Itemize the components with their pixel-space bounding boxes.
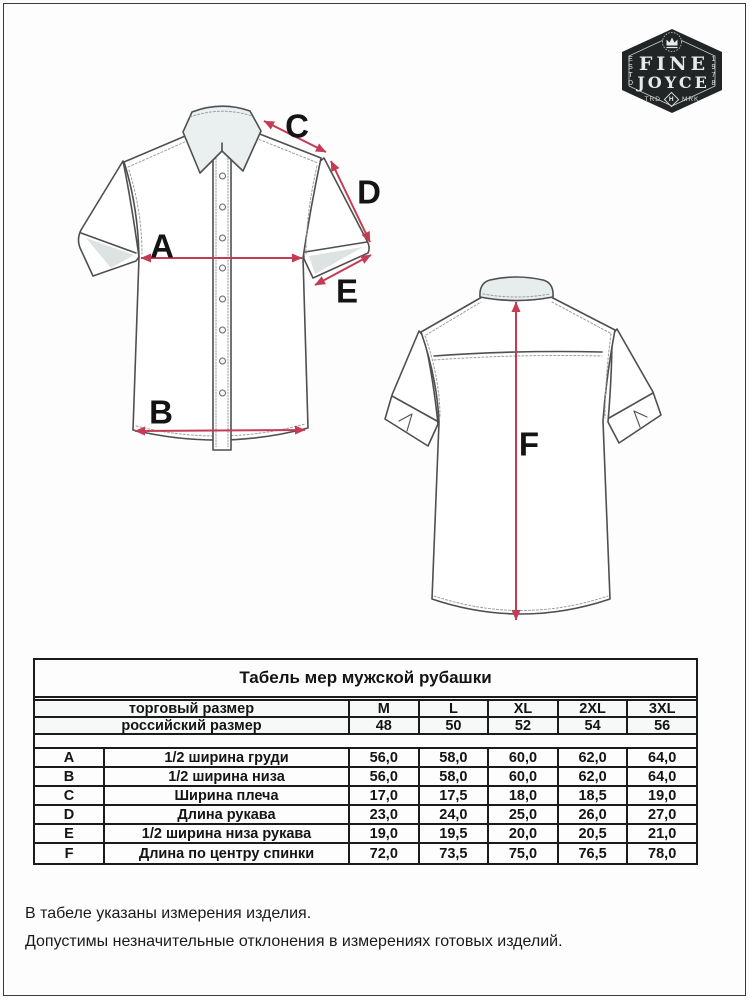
measure-key-cell: A (63, 749, 75, 766)
logo-monogram-letter: H (668, 95, 675, 103)
logo-monogram-diamond: H (663, 91, 680, 108)
footer-note-line2: Допустимы незначительные отклонения в из… (25, 932, 563, 950)
measure-value-cell: 20,5 (556, 825, 627, 842)
logo-trademark-row: TRD H MRK (620, 91, 724, 108)
size-value-cell: 54 (556, 718, 627, 733)
footer-notes: В табеле указаны измерения изделия. Допу… (25, 900, 563, 955)
measure-value-cell: 72,0 (348, 844, 418, 863)
measure-label-c: C (285, 107, 309, 145)
measure-value-cell: 58,0 (417, 768, 488, 785)
measure-value-cell: 20,0 (487, 825, 557, 842)
measure-value-cell: 60,0 (487, 749, 557, 766)
size-row-label: торговый размер (128, 701, 255, 716)
measure-name-cell: Длина по центру спинки (103, 844, 348, 863)
table-measurement-rows: A 1/2 ширина груди 56,0 58,0 60,0 62,0 64,0 B 1/… (35, 749, 696, 863)
measure-name-cell: Длина рукава (103, 806, 348, 823)
measure-value-cell: 26,0 (556, 806, 627, 823)
measure-value-cell: 73,5 (417, 844, 488, 863)
shirt-buttons (219, 172, 226, 397)
table-size-header-rows: торговый размер M L XL 2XL 3XL российский разм… (35, 701, 696, 735)
size-header-row: торговый размер M L XL 2XL 3XL (35, 701, 696, 718)
measurement-row: D Длина рукава 23,0 24,0 25,0 26,0 27,0 (35, 806, 696, 825)
measure-arrow-e (314, 254, 372, 286)
measure-arrow-c (263, 120, 327, 153)
measure-label-a: A (150, 227, 174, 265)
measure-key-cell: C (63, 787, 75, 804)
size-value-cell: 3XL (626, 701, 696, 716)
measure-label-f: F (518, 425, 540, 463)
size-value-cell: M (348, 701, 418, 716)
size-table: Табель мер мужской рубашки торговый разм… (33, 658, 698, 865)
measurement-row: F Длина по центру спинки 72,0 73,5 75,0 76,5 7… (35, 844, 696, 863)
measure-value-cell: 18,5 (556, 787, 627, 804)
measure-value-cell: 56,0 (348, 749, 418, 766)
measure-key-cell: B (63, 768, 75, 785)
shirt-front-drawing (77, 105, 370, 451)
size-value-cell: XL (487, 701, 557, 716)
measure-key-cell: E (64, 825, 74, 842)
measurement-row: C Ширина плеча 17,0 17,5 18,0 18,5 19,0 (35, 787, 696, 806)
measure-key-cell: F (64, 845, 74, 862)
measure-label-e: E (335, 272, 359, 310)
size-value-cell: 56 (626, 718, 696, 733)
size-value-cell: L (417, 701, 488, 716)
measure-arrow-d (330, 160, 371, 243)
measure-name-cell: 1/2 ширина груди (103, 749, 348, 766)
measure-value-cell: 78,0 (626, 844, 696, 863)
measure-value-cell: 25,0 (487, 806, 557, 823)
measure-value-cell: 19,5 (417, 825, 488, 842)
logo-estd-text: ESTD (627, 56, 634, 88)
measure-name-cell: 1/2 ширина низа рукава (103, 825, 348, 842)
size-row-label: российский размер (121, 718, 262, 733)
measure-value-cell: 18,0 (487, 787, 557, 804)
measurement-row: E 1/2 ширина низа рукава 19,0 19,5 20,0 20,5 2… (35, 825, 696, 844)
measure-value-cell: 17,0 (348, 787, 418, 804)
crown-icon (662, 32, 682, 52)
logo-trd-text: TRD (644, 96, 661, 103)
measure-value-cell: 23,0 (348, 806, 418, 823)
size-value-cell: 52 (487, 718, 557, 733)
size-value-cell: 48 (348, 718, 418, 733)
table-title: Табель мер мужской рубашки (35, 660, 696, 698)
measure-value-cell: 62,0 (556, 749, 627, 766)
measure-key-cell: D (63, 806, 75, 823)
measure-value-cell: 64,0 (626, 749, 696, 766)
logo-year-text: 1978 (710, 56, 717, 88)
size-header-row: российский размер 48 50 52 54 56 (35, 718, 696, 735)
logo-mrk-text: MRK (681, 96, 700, 103)
measure-value-cell: 19,0 (348, 825, 418, 842)
footer-note-line1: В табеле указаны измерения изделия. (25, 905, 312, 922)
measure-name-cell: Ширина плеча (103, 787, 348, 804)
measure-arrow-b (134, 425, 306, 436)
measure-value-cell: 24,0 (417, 806, 488, 823)
measure-value-cell: 19,0 (626, 787, 696, 804)
measure-label-d: D (357, 173, 381, 211)
table-blank-row (35, 735, 696, 749)
logo-name-line1: FINE (638, 53, 710, 75)
measure-value-cell: 60,0 (487, 768, 557, 785)
measure-value-cell: 27,0 (626, 806, 696, 823)
logo-name-line2: JOYCE (637, 73, 710, 92)
measure-value-cell: 56,0 (348, 768, 418, 785)
measure-value-cell: 75,0 (487, 844, 557, 863)
measure-value-cell: 76,5 (556, 844, 627, 863)
size-value-cell: 2XL (556, 701, 627, 716)
brand-logo: FINE JOYCE ESTD 1978 TRD H MRK (620, 28, 724, 114)
measure-label-b: B (149, 393, 173, 431)
logo-badge-shape (622, 29, 722, 113)
measure-name-cell: 1/2 ширина низа (103, 768, 348, 785)
measure-value-cell: 62,0 (556, 768, 627, 785)
table-divider (35, 698, 696, 701)
size-value-cell: 50 (417, 718, 488, 733)
measure-value-cell: 58,0 (417, 749, 488, 766)
measure-value-cell: 64,0 (626, 768, 696, 785)
measurement-row: B 1/2 ширина низа 56,0 58,0 60,0 62,0 64,0 (35, 768, 696, 787)
measure-value-cell: 21,0 (626, 825, 696, 842)
measure-value-cell: 17,5 (417, 787, 488, 804)
measurement-row: A 1/2 ширина груди 56,0 58,0 60,0 62,0 64,0 (35, 749, 696, 768)
